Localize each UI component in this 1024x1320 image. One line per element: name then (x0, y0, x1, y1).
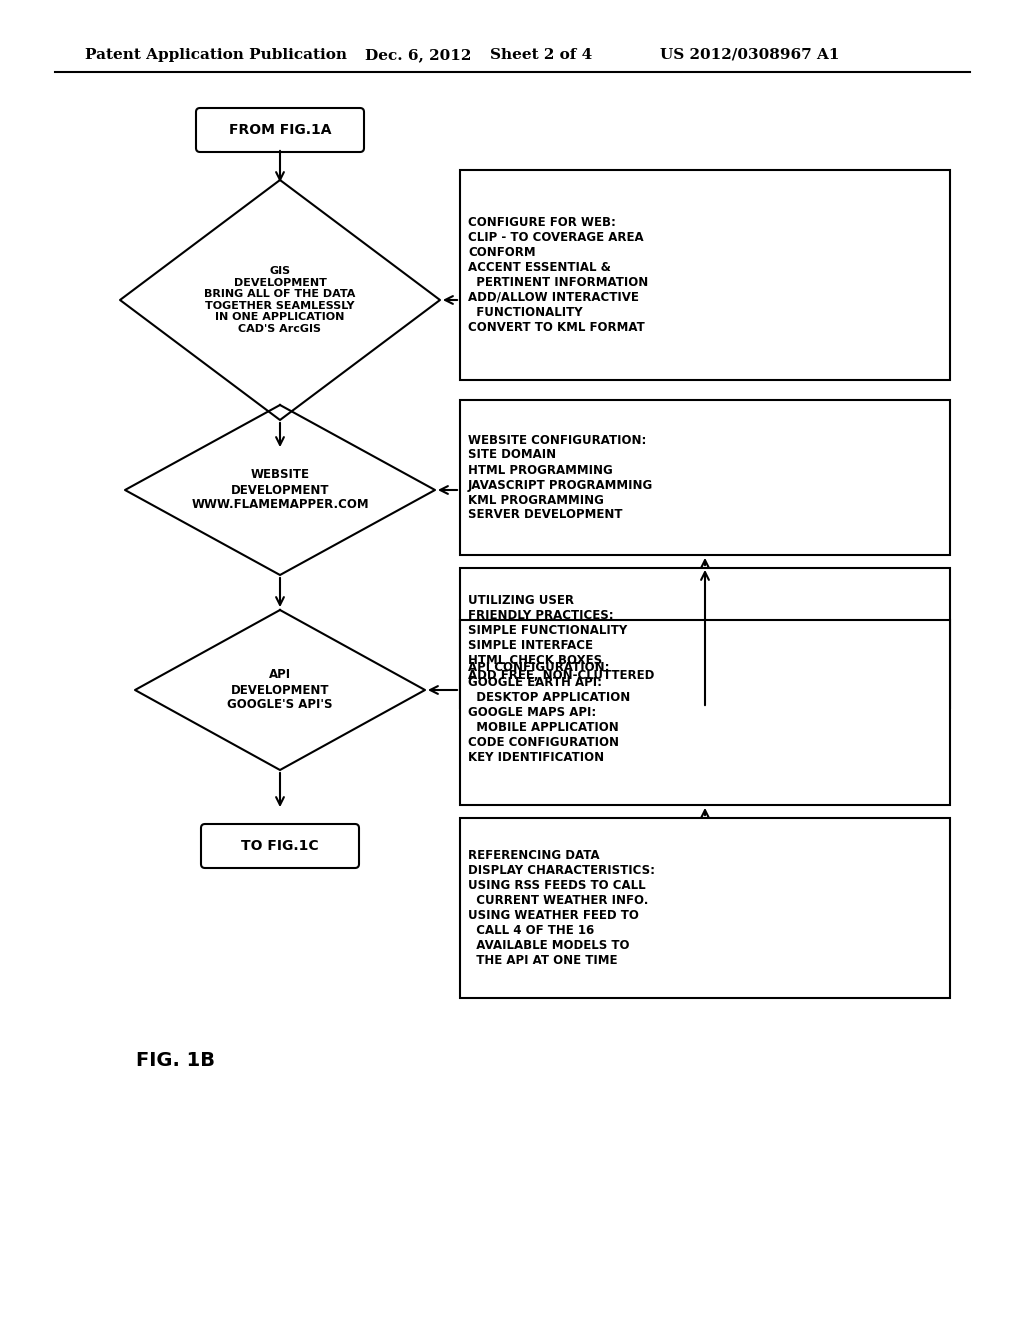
Text: Sheet 2 of 4: Sheet 2 of 4 (490, 48, 592, 62)
Bar (460, 568, 950, 708)
Text: WEBSITE
DEVELOPMENT
WWW.FLAMEMAPPER.COM: WEBSITE DEVELOPMENT WWW.FLAMEMAPPER.COM (191, 469, 369, 511)
FancyBboxPatch shape (201, 824, 359, 869)
Text: CONFIGURE FOR WEB:
CLIP - TO COVERAGE AREA
CONFORM
ACCENT ESSENTIAL &
  PERTINEN: CONFIGURE FOR WEB: CLIP - TO COVERAGE AR… (468, 216, 648, 334)
Text: API
DEVELOPMENT
GOOGLE'S API'S: API DEVELOPMENT GOOGLE'S API'S (227, 668, 333, 711)
Text: FIG. 1B: FIG. 1B (135, 1051, 214, 1069)
Bar (460, 170, 950, 380)
FancyBboxPatch shape (196, 108, 364, 152)
Text: GIS
DEVELOPMENT
BRING ALL OF THE DATA
TOGETHER SEAMLESSLY
IN ONE APPLICATION
CAD: GIS DEVELOPMENT BRING ALL OF THE DATA TO… (205, 267, 355, 334)
Text: Patent Application Publication: Patent Application Publication (85, 48, 347, 62)
Text: TO FIG.1C: TO FIG.1C (242, 840, 318, 853)
Text: US 2012/0308967 A1: US 2012/0308967 A1 (660, 48, 840, 62)
Bar (460, 620, 950, 805)
Text: WEBSITE CONFIGURATION:
SITE DOMAIN
HTML PROGRAMMING
JAVASCRIPT PROGRAMMING
KML P: WEBSITE CONFIGURATION: SITE DOMAIN HTML … (468, 433, 653, 521)
Text: UTILIZING USER
FRIENDLY PRACTICES:
SIMPLE FUNCTIONALITY
SIMPLE INTERFACE
HTML CH: UTILIZING USER FRIENDLY PRACTICES: SIMPL… (468, 594, 654, 682)
Bar (460, 400, 950, 554)
Text: API CONFIGURATION:
GOOGLE EARTH API:
  DESKTOP APPLICATION
GOOGLE MAPS API:
  MO: API CONFIGURATION: GOOGLE EARTH API: DES… (468, 661, 630, 764)
Text: Dec. 6, 2012: Dec. 6, 2012 (365, 48, 471, 62)
Text: FROM FIG.1A: FROM FIG.1A (228, 123, 331, 137)
Bar (460, 818, 950, 998)
Text: REFERENCING DATA
DISPLAY CHARACTERISTICS:
USING RSS FEEDS TO CALL
  CURRENT WEAT: REFERENCING DATA DISPLAY CHARACTERISTICS… (468, 849, 655, 968)
